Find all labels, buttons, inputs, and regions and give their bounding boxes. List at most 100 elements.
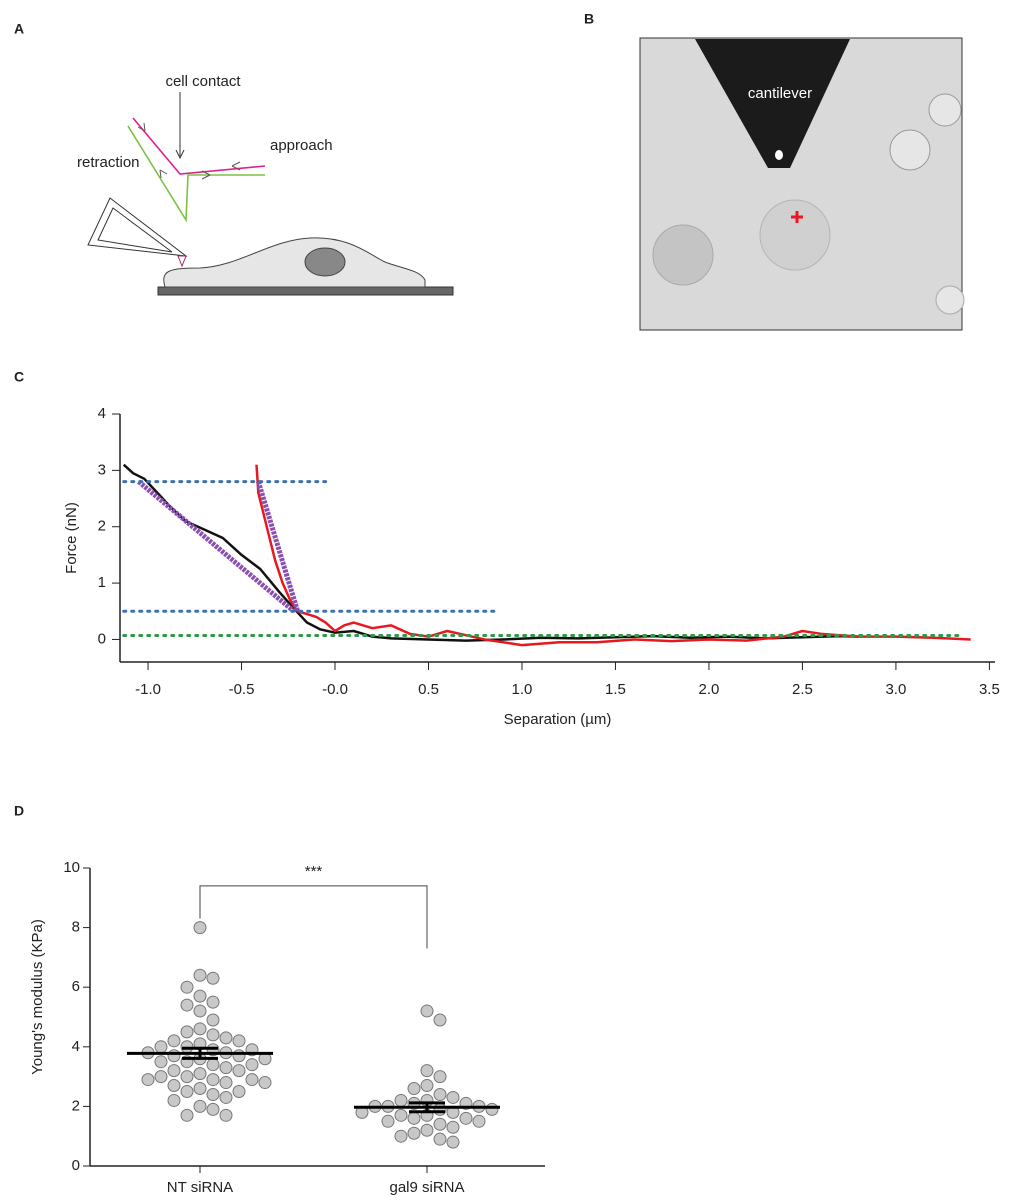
data-point [394,1108,408,1122]
panel-label: B [584,11,594,27]
y-tick-label: 2 [72,1097,80,1114]
data-point [433,1117,447,1131]
data-line [255,480,301,612]
data-point [219,1108,233,1122]
data-point [193,1082,207,1096]
x-tick-label: -1.0 [135,681,161,698]
retraction-curve [127,125,265,223]
x-tick-label: -0.5 [229,681,255,698]
diagram-label: approach [270,137,333,154]
data-line [137,479,296,614]
data-point [407,1126,421,1140]
data-point [446,1120,460,1134]
image-label: cantilever [748,85,812,102]
y-tick-label: 0 [72,1157,80,1174]
y-tick-label: 0 [98,630,106,647]
cantilever [87,197,188,257]
data-point [232,1085,246,1098]
data-point [219,1031,233,1045]
data-point [167,1079,181,1093]
data-point [180,1025,194,1039]
data-point [167,1049,181,1063]
data-point [154,1040,168,1054]
y-axis-label: Force (nN) [63,502,80,574]
afm-diagram: cell contact approach retraction [77,73,454,296]
y-tick-label: 4 [98,405,106,422]
data-point [180,1085,194,1098]
data-point [394,1129,408,1143]
diagram-label: cell contact [165,73,241,90]
cell-blob [889,129,931,171]
data-point [459,1111,473,1125]
cell [163,237,426,288]
y-tick-label: 3 [98,461,106,478]
cell-blob [928,93,962,127]
data-point [245,1058,259,1072]
y-axis-label: Young's modulus (KPa) [29,919,46,1075]
target-cross [791,211,803,223]
data-point [193,921,207,935]
data-point [206,1102,220,1116]
data-point [381,1114,395,1128]
data-point [232,1034,246,1048]
data-point [407,1111,421,1125]
data-point [206,1013,220,1027]
data-point [433,1013,447,1027]
data-point [232,1064,246,1078]
data-point [193,1067,207,1081]
data-point [180,1070,194,1084]
data-point [206,1028,220,1042]
data-point [193,1099,207,1113]
sem-bar [182,1046,218,1060]
x-tick-label: 1.0 [512,681,533,698]
substrate [157,286,454,296]
data-point [407,1082,421,1096]
data-point [245,1073,259,1087]
x-tick-label: 3.0 [885,681,906,698]
data-point [446,1090,460,1104]
data-point [420,1079,434,1093]
data-point [154,1070,168,1084]
data-point [472,1114,486,1128]
data-point [167,1093,181,1107]
data-point [206,1073,220,1087]
data-point [180,998,194,1012]
data-point [433,1132,447,1146]
x-tick-label: -0.0 [322,681,348,698]
x-tick-label: 1.5 [605,681,626,698]
tip [177,255,187,268]
x-tick-label: 2.0 [699,681,720,698]
arrowheads [137,122,241,180]
data-point [433,1070,447,1084]
data-point [485,1102,499,1116]
y-tick-label: 2 [98,518,106,535]
data-point [141,1073,155,1087]
data-point [206,1058,220,1072]
data-point [154,1055,168,1069]
y-tick-label: 6 [72,978,80,995]
data-point [167,1064,181,1078]
y-tick-label: 4 [72,1038,80,1055]
data-line [255,464,971,647]
data-point [193,968,207,982]
cell-blob [935,285,965,315]
data-point [258,1076,272,1090]
nucleus [304,247,346,277]
y-tick-label: 8 [72,919,80,936]
tip-spot [775,150,783,160]
data-point [167,1034,181,1048]
data-point [394,1093,408,1107]
significance-bracket [199,885,428,949]
data-point [420,1123,434,1137]
arrowhead [175,149,185,160]
data-point [206,1087,220,1101]
cell-blob [759,199,831,271]
data-point [420,1004,434,1018]
cantilever-shadow [695,39,850,168]
diagram-label: retraction [77,154,140,171]
data-point [193,989,207,1003]
data-point [433,1102,447,1116]
x-tick-label: 2.5 [792,681,813,698]
panel-label: C [14,369,24,385]
